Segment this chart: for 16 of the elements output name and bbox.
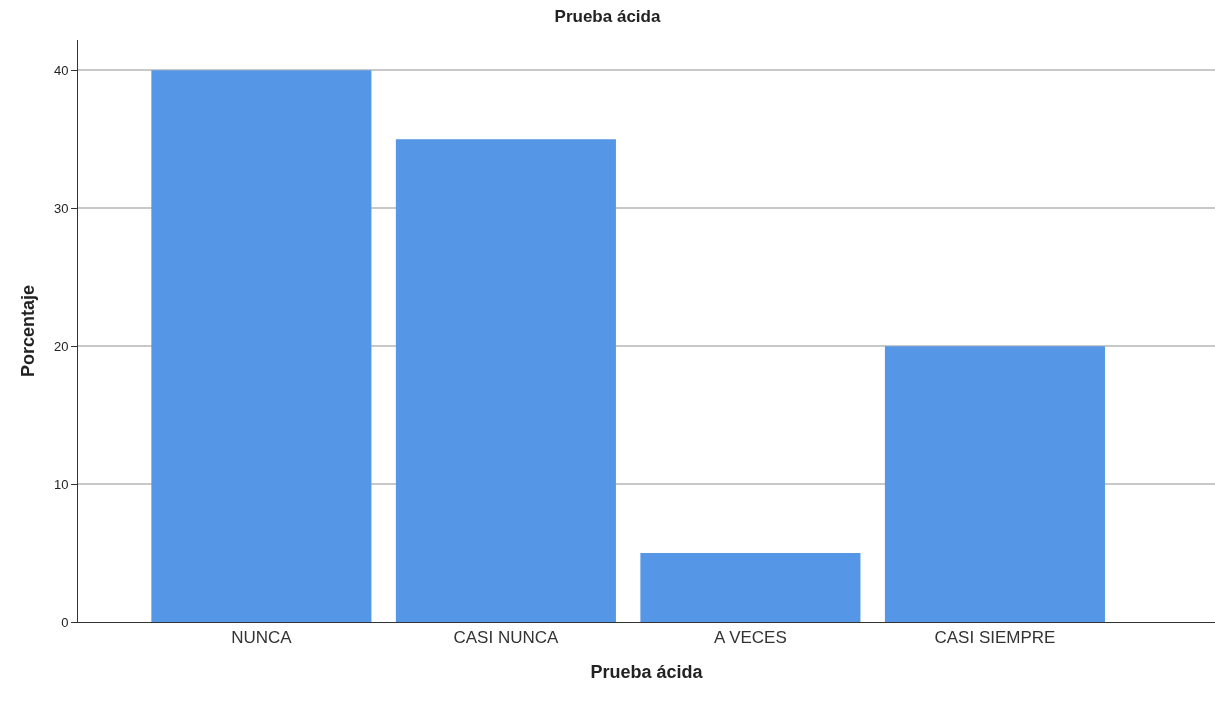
bar — [640, 553, 861, 622]
y-tick-label: 0 — [61, 614, 69, 630]
x-tick-label: CASI SIEMPRE — [934, 628, 1056, 648]
y-tick-label: 40 — [53, 62, 69, 78]
x-axis-title: Prueba ácida — [590, 661, 704, 682]
y-tick-label: 30 — [53, 200, 69, 216]
x-tick-label: NUNCA — [231, 628, 293, 648]
x-tick-label: A VECES — [714, 628, 787, 648]
y-tick-label: 20 — [53, 338, 69, 354]
bar — [884, 346, 1105, 622]
y-axis-title: Porcentaje — [18, 284, 39, 378]
bar — [395, 139, 616, 622]
chart-title: Prueba ácida — [554, 7, 661, 27]
y-tick-label: 10 — [53, 476, 69, 492]
bar — [151, 70, 372, 622]
x-tick-label: CASI NUNCA — [453, 628, 559, 648]
